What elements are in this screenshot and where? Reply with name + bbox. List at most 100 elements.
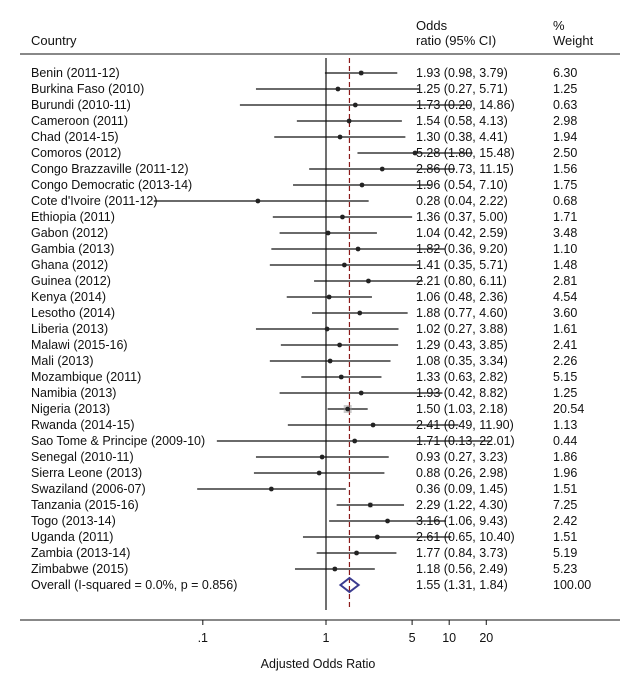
study-label: Uganda (2011) [31,530,113,544]
study-point [412,150,418,156]
study-weight: 1.94 [553,130,577,144]
study-label: Gambia (2013) [31,242,114,256]
study-label: Burundi (2010-11) [31,98,131,112]
study-weight: 0.44 [553,434,577,448]
study-ci-text: 3.16 (1.06, 9.43) [416,514,508,528]
study-point [326,294,332,300]
study-label: Sierra Leone (2013) [31,466,142,480]
study-weight: 3.60 [553,306,577,320]
study-weight: 1.86 [553,450,577,464]
study-point [346,118,352,124]
study-weight: 0.63 [553,98,577,112]
study-weight: 0.68 [553,194,577,208]
study-ci-text: 1.04 (0.42, 2.59) [416,226,508,240]
study-ci-text: 1.06 (0.48, 2.36) [416,290,508,304]
study-point [366,278,371,284]
study-label: Mali (2013) [31,354,94,368]
study-label: Togo (2013-14) [31,514,116,528]
study-ci-text: 1.02 (0.27, 3.88) [416,322,508,336]
study-label: Swaziland (2006-07) [31,482,146,496]
study-point [355,246,361,252]
x-tick-label: 1 [323,631,330,645]
study-label: Tanzania (2015-16) [31,498,139,512]
study-point [352,438,358,444]
study-weight: 2.81 [553,274,577,288]
study-weight: 2.50 [553,146,577,160]
overall-label: Overall (I-squared = 0.0%, p = 0.856) [31,578,237,592]
study-ci-text: 2.61 (0.65, 10.40) [416,530,515,544]
study-ci-text: 1.50 (1.03, 2.18) [416,402,508,416]
study-point [332,566,338,572]
study-label: Senegal (2010-11) [31,450,134,464]
study-point [338,374,344,380]
study-weight: 1.13 [553,418,577,432]
study-ci-text: 1.29 (0.43, 3.85) [416,338,508,352]
study-rows: Benin (2011-12) 1.93 (0.98, 3.79) 6.30 Burk… [31,58,591,610]
study-ci-text: 1.36 (0.37, 5.00) [416,210,508,224]
study-ci-text: 2.21 (0.80, 6.11) [416,274,507,288]
header-country: Country [31,33,77,48]
study-point [379,166,385,172]
study-label: Namibia (2013) [31,386,116,400]
study-point [374,534,380,540]
study-point [319,454,325,460]
study-weight: 20.54 [553,402,584,416]
study-ci-text: 1.93 (0.98, 3.79) [416,66,508,80]
study-label: Burkina Faso (2010) [31,82,144,96]
study-ci-text: 1.18 (0.56, 2.49) [416,562,508,576]
study-label: Liberia (2013) [31,322,108,336]
study-weight: 1.96 [553,466,577,480]
study-point [337,342,343,348]
study-weight: 2.26 [553,354,577,368]
study-point [325,230,331,236]
study-label: Zambia (2013-14) [31,546,130,560]
study-label: Benin (2011-12) [31,66,120,80]
x-tick-label: 5 [409,631,416,645]
study-point [327,358,333,364]
study-label: Congo Brazzaville (2011-12) [31,162,189,176]
study-label: Ghana (2012) [31,258,108,272]
study-point [255,198,261,204]
study-point [268,486,274,492]
study-ci-text: 0.28 (0.04, 2.22) [416,194,508,208]
study-weight: 1.25 [553,82,577,96]
study-ci-text: 1.88 (0.77, 4.60) [416,306,508,320]
x-tick-label: 20 [479,631,493,645]
study-ci-text: 1.82 (0.36, 9.20) [416,242,508,256]
study-weight: 1.10 [553,242,577,256]
study-label: Comoros (2012) [31,146,121,160]
study-ci-text: 2.86 (0.73, 11.15) [416,162,514,176]
study-label: Kenya (2014) [31,290,106,304]
study-label: Cameroon (2011) [31,114,128,128]
study-ci-text: 1.96 (0.54, 7.10) [416,178,508,192]
study-label: Ethiopia (2011) [31,210,115,224]
study-point [324,326,330,332]
study-label: Malawi (2015-16) [31,338,128,352]
study-weight: 1.71 [553,210,577,224]
header-percent: % [553,18,565,33]
study-label: Guinea (2012) [31,274,111,288]
study-point [370,422,376,428]
study-weight: 7.25 [553,498,577,512]
study-weight: 4.54 [553,290,577,304]
x-axis-label: Adjusted Odds Ratio [261,657,376,671]
study-point [341,262,347,268]
study-label: Rwanda (2014-15) [31,418,135,432]
study-weight: 6.30 [553,66,577,80]
study-ci-text: 1.33 (0.63, 2.82) [416,370,508,384]
study-weight: 1.61 [553,322,577,336]
study-ci-text: 0.93 (0.27, 3.23) [416,450,508,464]
x-axis: .1 1 5 10 20 [20,619,620,645]
study-weight: 5.15 [553,370,577,384]
study-point [359,182,365,188]
study-ci-text: 1.41 (0.35, 5.71) [416,258,508,272]
study-ci-text: 1.93 (0.42, 8.82) [416,386,508,400]
study-label: Zimbabwe (2015) [31,562,128,576]
study-weight: 5.23 [553,562,577,576]
overall-ci-text: 1.55 (1.31, 1.84) [416,578,508,592]
study-weight: 1.25 [553,386,577,400]
study-point [337,134,343,140]
study-point [358,70,364,76]
study-label: Mozambique (2011) [31,370,141,384]
